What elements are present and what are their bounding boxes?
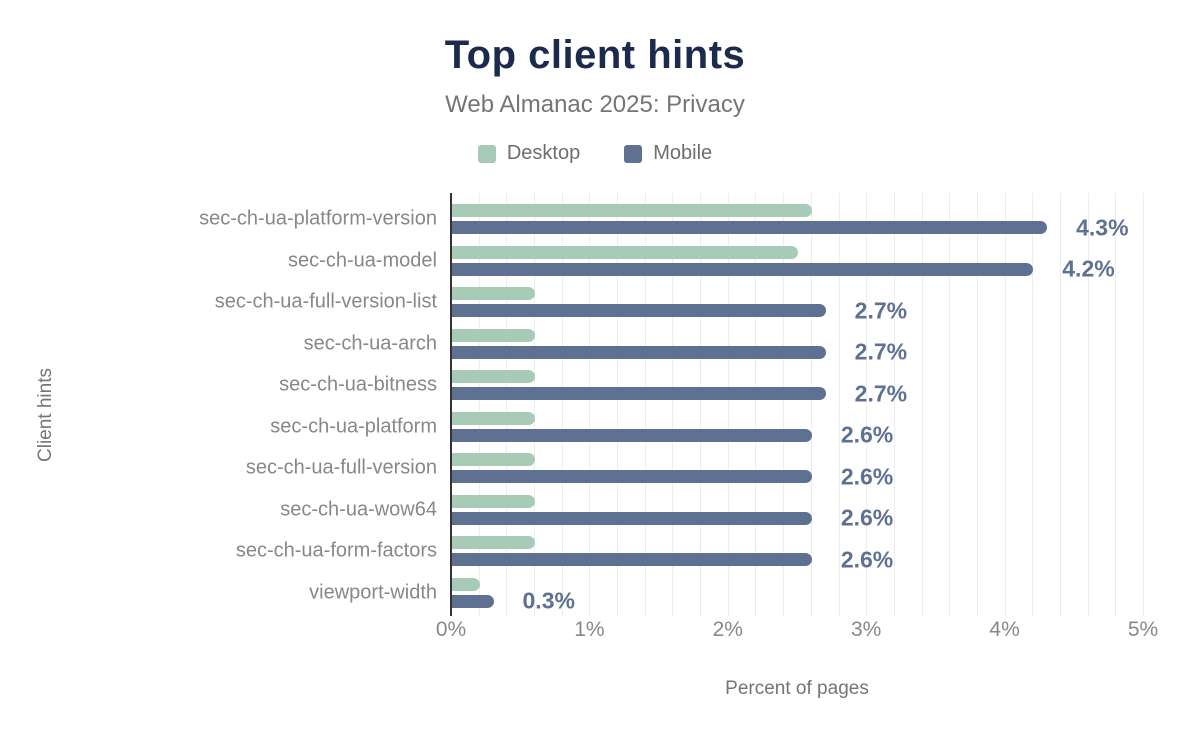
mobile-bar[interactable] bbox=[452, 221, 1048, 234]
chart-row: sec-ch-ua-platform-version 4.3% bbox=[199, 193, 1143, 240]
legend-label-mobile: Mobile bbox=[653, 142, 713, 164]
gridline bbox=[534, 193, 536, 616]
category-label: viewport-width bbox=[309, 581, 437, 603]
desktop-bar[interactable] bbox=[452, 411, 536, 425]
value-label: 2.6% bbox=[840, 504, 894, 531]
desktop-bar[interactable] bbox=[452, 204, 812, 217]
desktop-bar[interactable] bbox=[452, 370, 536, 383]
gridline bbox=[949, 193, 951, 616]
value-label: 2.7% bbox=[854, 380, 908, 406]
desktop-bar[interactable] bbox=[452, 453, 536, 466]
legend-item-desktop[interactable]: Desktop bbox=[477, 142, 581, 165]
gridline bbox=[1115, 193, 1117, 616]
mobile-bar[interactable] bbox=[452, 387, 826, 400]
desktop-bar[interactable] bbox=[452, 287, 536, 300]
gridline bbox=[589, 193, 591, 616]
mobile-bar[interactable] bbox=[452, 262, 1034, 276]
x-tick-label: 5% bbox=[1127, 618, 1159, 641]
gridline bbox=[1059, 193, 1061, 616]
gridline bbox=[755, 193, 757, 616]
chart-row: sec-ch-ua-model 4.2% bbox=[288, 235, 1143, 282]
x-tick-label: 1% bbox=[574, 618, 605, 641]
gridline bbox=[672, 193, 674, 616]
desktop-bar[interactable] bbox=[452, 494, 536, 508]
desktop-bar[interactable] bbox=[452, 245, 798, 259]
category-label: sec-ch-ua-arch bbox=[303, 332, 437, 354]
category-label: sec-ch-ua-wow64 bbox=[280, 498, 437, 520]
legend-label-desktop: Desktop bbox=[506, 142, 581, 164]
gridline bbox=[866, 193, 868, 616]
chart-row: sec-ch-ua-bitness 2.7% bbox=[279, 359, 1143, 406]
value-label: 4.2% bbox=[1062, 255, 1115, 282]
desktop-bar[interactable] bbox=[452, 577, 480, 591]
chart-row: sec-ch-ua-full-version-list 2.7% bbox=[215, 276, 1143, 323]
value-label: 4.3% bbox=[1076, 214, 1129, 240]
gridline bbox=[1087, 193, 1089, 616]
chart-row: sec-ch-ua-form-factors 2.6% bbox=[236, 525, 1143, 572]
gridline bbox=[893, 193, 895, 616]
gridline bbox=[506, 193, 508, 616]
category-label: sec-ch-ua-model bbox=[288, 249, 437, 271]
chart-row: viewport-width 0.3% bbox=[309, 567, 1143, 614]
gridline bbox=[561, 193, 563, 616]
gridline bbox=[921, 193, 923, 616]
x-tick-label: 3% bbox=[851, 618, 882, 641]
gridline bbox=[838, 193, 840, 616]
desktop-swatch-icon bbox=[477, 144, 496, 163]
legend-item-mobile[interactable]: Mobile bbox=[624, 142, 712, 165]
plot-area: sec-ch-ua-platform-version 4.3% sec-ch-ua-… bbox=[199, 193, 1144, 616]
mobile-bar[interactable] bbox=[452, 470, 812, 483]
value-label: 2.6% bbox=[840, 463, 894, 489]
mobile-bar[interactable] bbox=[452, 594, 494, 608]
mobile-bar[interactable] bbox=[452, 511, 812, 525]
gridline bbox=[783, 193, 785, 616]
value-label: 2.6% bbox=[840, 546, 894, 572]
category-label: sec-ch-ua-full-version-list bbox=[214, 290, 437, 313]
mobile-bar[interactable] bbox=[452, 304, 826, 317]
x-tick-label: 2% bbox=[712, 618, 743, 641]
chart-title: Top client hints bbox=[444, 33, 746, 77]
gridline bbox=[700, 193, 702, 616]
x-tick-label: 4% bbox=[989, 618, 1020, 641]
gridline bbox=[617, 193, 619, 616]
chart-subtitle: Web Almanac 2025: Privacy bbox=[445, 91, 745, 118]
legend: Desktop Mobile bbox=[0, 142, 1190, 165]
category-label: sec-ch-ua-bitness bbox=[279, 373, 437, 396]
y-axis-line bbox=[450, 193, 452, 616]
chart-row: sec-ch-ua-wow64 2.6% bbox=[280, 484, 1143, 531]
category-label: sec-ch-ua-form-factors bbox=[235, 539, 437, 562]
value-label: 0.3% bbox=[522, 587, 575, 614]
chart-row: sec-ch-ua-full-version 2.6% bbox=[246, 442, 1143, 489]
gridline bbox=[478, 193, 480, 616]
chart-row: sec-ch-ua-arch 2.7% bbox=[304, 318, 1143, 365]
desktop-bar[interactable] bbox=[452, 536, 536, 549]
x-axis-title: Percent of pages bbox=[725, 678, 869, 699]
gridline bbox=[1032, 193, 1034, 616]
mobile-bar[interactable] bbox=[452, 428, 812, 442]
mobile-bar[interactable] bbox=[452, 553, 812, 566]
mobile-swatch-icon bbox=[624, 144, 643, 163]
chart-row: sec-ch-ua-platform 2.6% bbox=[270, 401, 1143, 448]
gridline bbox=[976, 193, 978, 616]
gridline bbox=[727, 193, 729, 616]
gridline bbox=[810, 193, 812, 616]
category-label: sec-ch-ua-full-version bbox=[245, 456, 437, 479]
mobile-bar[interactable] bbox=[452, 345, 826, 359]
category-label: sec-ch-ua-platform-version bbox=[199, 207, 437, 230]
gridline bbox=[1143, 193, 1144, 616]
category-label: sec-ch-ua-platform bbox=[270, 415, 437, 437]
desktop-bar[interactable] bbox=[452, 328, 536, 342]
x-tick-label: 0% bbox=[435, 618, 467, 641]
gridline bbox=[1004, 193, 1006, 616]
gridline bbox=[644, 193, 646, 616]
value-label: 2.7% bbox=[854, 297, 908, 323]
value-label: 2.7% bbox=[854, 338, 908, 365]
value-label: 2.6% bbox=[840, 421, 894, 448]
